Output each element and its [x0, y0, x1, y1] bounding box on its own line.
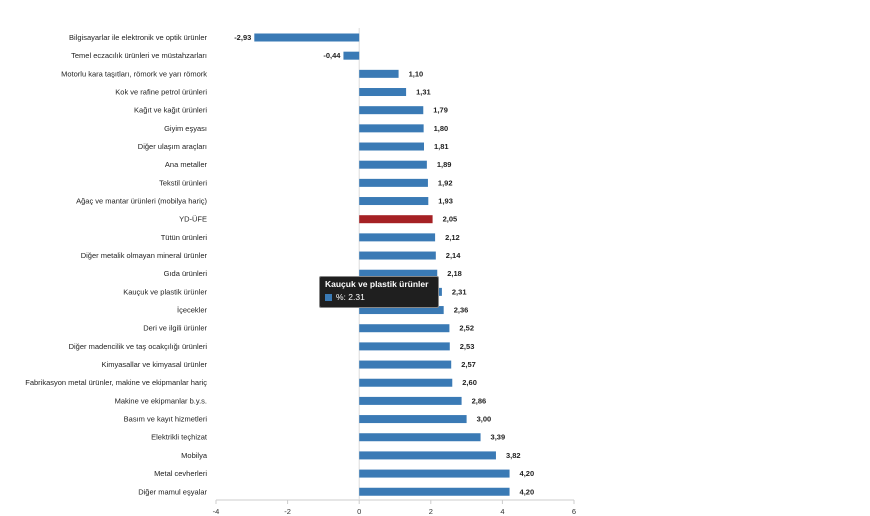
category-label: Giyim eşyası: [164, 124, 207, 133]
category-label: Mobilya: [181, 451, 208, 460]
category-label: Metal cevherleri: [154, 469, 207, 478]
value-label: 2,12: [445, 233, 460, 242]
value-label: 1,89: [437, 160, 452, 169]
value-label: 1,93: [438, 197, 453, 206]
value-label: -0,44: [323, 51, 341, 60]
category-label: İçecekler: [177, 306, 208, 315]
category-label: Diğer ulaşım araçları: [138, 142, 207, 151]
x-tick-label: 2: [429, 507, 433, 516]
x-tick-label: 6: [572, 507, 576, 516]
bar[interactable]: [359, 360, 452, 369]
x-tick-label: -4: [213, 507, 220, 516]
value-label: 2,14: [446, 251, 461, 260]
bar[interactable]: [359, 215, 433, 224]
category-label: Kimyasallar ve kimyasal ürünler: [102, 360, 208, 369]
x-tick-label: 4: [500, 507, 504, 516]
x-tick-label: 0: [357, 507, 361, 516]
bar[interactable]: [359, 251, 436, 260]
category-label: Tekstil ürünleri: [159, 178, 207, 187]
tooltip-value: %: 2.31: [336, 292, 365, 302]
value-label: 1,31: [416, 88, 431, 97]
category-label: Diğer mamul eşyalar: [138, 487, 207, 496]
tooltip: Kauçuk ve plastik ürünler %: 2.31: [319, 276, 439, 308]
value-label: 2,57: [461, 360, 476, 369]
category-label: YD-ÜFE: [179, 215, 207, 224]
tooltip-title: Kauçuk ve plastik ürünler: [325, 279, 429, 289]
category-label: Tütün ürünleri: [161, 233, 208, 242]
bar[interactable]: [359, 124, 424, 133]
value-label: -2,93: [234, 33, 251, 42]
bars-layer: [254, 33, 510, 496]
value-label: 1,79: [433, 106, 448, 115]
category-label: Fabrikasyon metal ürünler, makine ve eki…: [25, 378, 207, 387]
bar[interactable]: [359, 378, 453, 387]
value-label: 2,86: [472, 396, 487, 405]
value-label: 1,92: [438, 178, 453, 187]
category-label: Makine ve ekipmanlar b.y.s.: [115, 396, 207, 405]
value-label: 1,80: [434, 124, 449, 133]
bar[interactable]: [359, 487, 510, 496]
bar[interactable]: [359, 88, 407, 97]
category-label: Ana metaller: [165, 160, 208, 169]
value-label: 2,18: [447, 269, 462, 278]
value-label: 4,20: [520, 469, 535, 478]
category-label: Motorlu kara taşıtları, römork ve yarı r…: [61, 69, 207, 78]
bar[interactable]: [359, 469, 510, 478]
value-label: 3,82: [506, 451, 521, 460]
tooltip-swatch: [325, 293, 332, 301]
value-label: 3,39: [491, 433, 506, 442]
tooltip-row: %: 2.31: [325, 292, 433, 302]
bar[interactable]: [359, 160, 427, 169]
category-label: Diğer madencilik ve taş ocakçılığı ürünl…: [69, 342, 208, 351]
bar[interactable]: [359, 396, 462, 405]
category-label: Ağaç ve mantar ürünleri (mobilya hariç): [76, 197, 207, 206]
category-label: Kağıt ve kağıt ürünleri: [134, 106, 207, 115]
x-tick-label: -2: [284, 507, 291, 516]
category-label: Basım ve kayıt hizmetleri: [124, 415, 208, 424]
value-label: 2,36: [454, 306, 469, 315]
bar[interactable]: [359, 269, 438, 278]
value-label: 1,81: [434, 142, 449, 151]
category-label: Kok ve rafine petrol ürünleri: [115, 88, 207, 97]
bar[interactable]: [359, 233, 436, 242]
value-label: 1,10: [409, 69, 424, 78]
bar[interactable]: [359, 69, 399, 78]
category-label: Deri ve ilgili ürünler: [143, 324, 207, 333]
labels-layer: Bilgisayarlar ile elektronik ve optik ür…: [25, 33, 534, 496]
bar[interactable]: [343, 51, 360, 60]
category-label: Gıda ürünleri: [164, 269, 208, 278]
bar[interactable]: [359, 324, 450, 333]
value-label: 2,05: [443, 215, 458, 224]
value-label: 2,31: [452, 287, 467, 296]
bar[interactable]: [359, 415, 467, 424]
category-label: Temel eczacılık ürünleri ve müstahzarlar…: [71, 51, 207, 60]
value-label: 3,00: [477, 415, 492, 424]
bar[interactable]: [359, 142, 424, 151]
bar[interactable]: [254, 33, 360, 42]
value-label: 2,60: [462, 378, 477, 387]
value-label: 4,20: [520, 487, 535, 496]
category-label: Kauçuk ve plastik ürünler: [123, 287, 207, 296]
value-label: 2,52: [459, 324, 474, 333]
bar[interactable]: [359, 342, 450, 351]
category-label: Diğer metalik olmayan mineral ürünler: [81, 251, 208, 260]
bar[interactable]: [359, 306, 444, 315]
value-label: 2,53: [460, 342, 475, 351]
bar[interactable]: [359, 433, 481, 442]
bar[interactable]: [359, 451, 496, 460]
bar[interactable]: [359, 178, 428, 187]
category-label: Elektrikli teçhizat: [151, 433, 208, 442]
bar[interactable]: [359, 106, 424, 115]
category-label: Bilgisayarlar ile elektronik ve optik ür…: [69, 33, 207, 42]
bar[interactable]: [359, 197, 429, 206]
